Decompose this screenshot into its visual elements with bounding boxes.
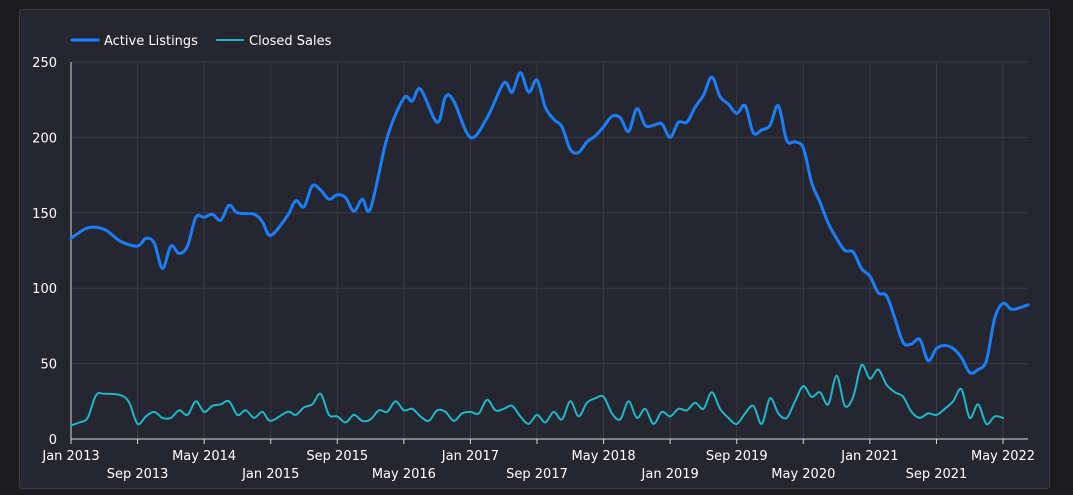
series-points-active-listings	[71, 73, 1028, 373]
y-tick-label: 150	[32, 207, 57, 222]
x-tick-label: Jan 2013	[41, 449, 99, 464]
series-line-active-listings	[69, 71, 1030, 375]
y-tick-label: 0	[49, 433, 57, 448]
legend-item-active-listings[interactable]: Active Listings	[70, 34, 198, 49]
y-tick-label: 200	[32, 131, 57, 146]
y-tick-label: 100	[32, 282, 57, 297]
series-layer	[69, 71, 1030, 427]
x-tick-label: Sep 2017	[506, 467, 568, 482]
chart-panel: 0 50 100 150 200 250 Jan 2013 Sep 2013 May 2014 J…	[19, 9, 1050, 489]
x-tick-label: May 2016	[372, 467, 436, 482]
x-tick-label: Sep 2019	[706, 449, 768, 464]
y-tick-label: 50	[40, 358, 57, 373]
y-tick-label: 250	[32, 56, 57, 71]
gridlines	[71, 61, 1028, 439]
legend-label-active-listings: Active Listings	[104, 34, 198, 49]
x-tick-label: Sep 2021	[906, 467, 968, 482]
legend-label-closed-sales: Closed Sales	[249, 34, 332, 49]
series-line-closed-sales	[70, 363, 1004, 427]
legend[interactable]: Active Listings Closed Sales	[70, 34, 332, 49]
x-tick-label: Sep 2015	[306, 449, 368, 464]
x-tick-label: May 2014	[172, 449, 236, 464]
x-tick-label: Sep 2013	[107, 467, 169, 482]
x-tick-label: May 2020	[771, 467, 835, 482]
x-tick-label: Jan 2015	[241, 467, 299, 482]
x-tick-label: Jan 2017	[441, 449, 499, 464]
x-tick-label: Jan 2021	[840, 449, 898, 464]
x-tick-label: May 2018	[572, 449, 636, 464]
x-tick-label: Jan 2019	[641, 467, 699, 482]
legend-item-closed-sales[interactable]: Closed Sales	[216, 34, 332, 49]
x-tick-label: May 2022	[971, 449, 1035, 464]
